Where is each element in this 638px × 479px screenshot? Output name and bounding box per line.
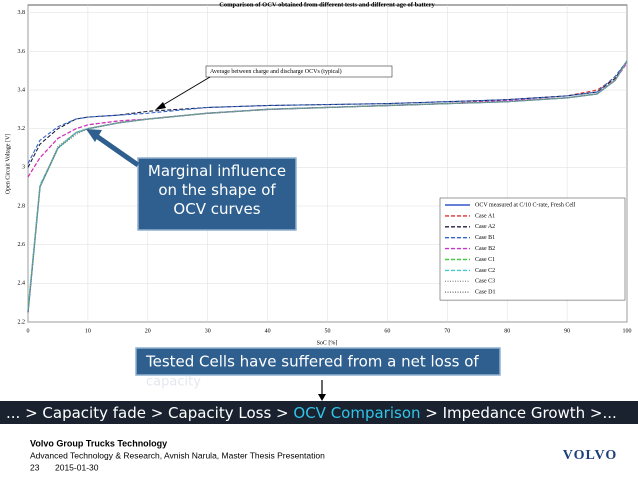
x-axis-label: SoC [%] [317,340,338,346]
y-tick-label: 2.2 [18,319,26,325]
series-line [27,60,628,164]
x-tick-label: 10 [85,328,91,334]
footer-page: 23 [30,462,40,472]
y-tick-label: 3 [22,165,25,171]
legend-label: Case B2 [475,246,495,252]
legend-label: OCV measured at C/10 C-rate, Fresh Cell [475,202,576,208]
legend-label: Case B1 [475,235,495,241]
logo: VOLVO [563,448,618,463]
arrow [93,132,140,168]
y-tick-label: 2.6 [18,242,26,248]
callout: Tested Cells have suffered from a net lo… [145,353,479,371]
breadcrumb-bar [0,401,638,424]
legend-label: Case C2 [475,268,495,274]
y-tick-label: 3.2 [18,126,26,132]
callout-overflow: capacity [146,375,201,390]
y-tick-label: 3.4 [18,87,26,93]
breadcrumb: ... > Capacity fade > Capacity Loss > OC… [6,404,617,422]
x-tick-label: 50 [325,328,331,334]
annotation: Average between charge and discharge OCV… [210,68,342,75]
x-tick-label: 20 [145,328,151,334]
annotation: Marginal influence on the shape of OCV c… [147,162,287,218]
callout-box [135,347,501,376]
footer-line: Advanced Technology & Research, Avnish N… [30,450,325,460]
legend-label: Case C1 [475,257,495,263]
chart-title: Comparison of OCV obtained from differen… [219,1,435,8]
arrowhead [155,102,166,110]
breadcrumb-part: > Impedance Growth >... [421,404,617,422]
legend-box [439,197,626,301]
x-tick-label: 60 [384,328,390,334]
x-tick-label: 70 [444,328,450,334]
footer-date: 2015-01-30 [55,462,99,472]
arrowhead [86,129,102,142]
x-tick-label: 100 [623,328,632,334]
x-tick-label: 90 [564,328,570,334]
y-tick-label: 3.6 [18,49,26,55]
legend-label: Case A2 [475,224,495,230]
breadcrumb-current: OCV Comparison [293,404,420,422]
x-tick-label: 0 [27,328,30,334]
legend-label: Case C3 [475,279,495,285]
legend-label: Case A1 [475,213,495,219]
annotation-wrap: Marginal influence on the shape of OCV c… [147,162,287,218]
breadcrumb-part: ... > Capacity fade > Capacity Loss > [6,404,293,422]
y-tick-label: 3.8 [18,10,26,16]
annotation-box [205,65,393,78]
footer-org: Volvo Group Trucks Technology [30,438,167,448]
x-tick-label: 40 [265,328,271,334]
x-tick-label: 30 [205,328,211,334]
arrowhead [318,394,326,401]
y-axis-label: Open Circuit Voltage [V] [5,134,11,195]
y-tick-label: 2.8 [18,203,26,209]
y-tick-label: 2.4 [18,281,26,287]
arrow [157,76,211,109]
annotation-box [137,157,297,231]
legend-label: Case D1 [475,290,496,296]
series-line [27,60,628,313]
x-tick-label: 80 [504,328,510,334]
